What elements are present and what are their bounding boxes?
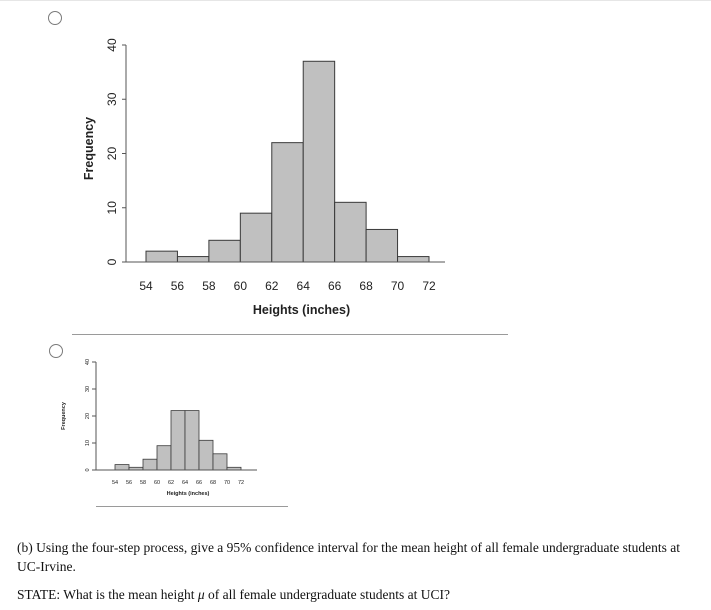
chart2-bar-68	[212, 453, 228, 471]
histogram-option-2: 0 10 20 30 40 Frequency 54 56 58 60 62 64 66 68 70 72 He…	[61, 359, 257, 497]
chart2-x-tick-label: 54	[112, 480, 118, 486]
chart2-bar-64	[184, 410, 200, 471]
state-text-after: of all female undergraduate students at …	[204, 587, 450, 602]
option-2-radio[interactable]	[49, 344, 63, 358]
chart1-y-tick-label: 30	[105, 92, 119, 106]
chart1-x-tick-label: 72	[422, 279, 436, 293]
chart2-bar-62	[170, 410, 186, 471]
chart1-y-tick-label: 40	[105, 38, 119, 52]
chart2-x-tick-label: 58	[140, 480, 146, 486]
chart2-x-axis-title: Heights (inches)	[167, 491, 210, 497]
chart1-x-axis-title: Heights (inches)	[253, 303, 350, 317]
chart1-x-tick-label: 62	[265, 279, 279, 293]
chart2-x-tick-label: 64	[182, 480, 188, 486]
chart2-x-tick-label: 62	[168, 480, 174, 486]
chart1-bar-60	[239, 212, 273, 263]
chart1-x-tick-label: 68	[359, 279, 373, 293]
chart1-x-tick-label: 70	[391, 279, 405, 293]
chart2-y-axis-title: Frequency	[61, 401, 67, 430]
chart1-x-tick-label: 58	[202, 279, 216, 293]
state-text-before: STATE: What is the mean height	[17, 587, 198, 602]
chart2-bar-54	[114, 464, 130, 471]
chart2-bar-60	[156, 445, 172, 471]
chart2-x-tick-label: 56	[126, 480, 132, 486]
chart1-x-tick-label: 56	[171, 279, 185, 293]
option-2-divider	[96, 506, 288, 507]
histogram-option-1: 0 10 20 30 40 Frequency 54 56 58 60 62 64 66 68 70 72 He…	[82, 38, 445, 317]
chart2-x-tick-label: 60	[154, 480, 160, 486]
chart1-bar-62	[271, 142, 304, 263]
chart1-x-tick-label: 54	[139, 279, 153, 293]
chart1-x-tick-label: 64	[297, 279, 311, 293]
chart1-y-tick-label: 10	[105, 201, 119, 215]
chart1-x-tick-label: 66	[328, 279, 342, 293]
chart1-y-axis-title: Frequency	[82, 117, 96, 180]
chart1-bar-64	[302, 60, 336, 263]
question-prompt: (b) Using the four-step process, give a …	[17, 540, 680, 574]
chart2-x-tick-label: 70	[224, 480, 230, 486]
chart2-bar-58	[142, 458, 158, 471]
top-rule	[0, 0, 711, 1]
chart1-y-tick-label: 0	[105, 258, 119, 265]
chart2-x-tick-label: 68	[210, 480, 216, 486]
chart2-bar-66	[198, 439, 214, 471]
state-question: STATE: What is the mean height μ of all …	[17, 585, 697, 604]
chart1-x-tick-label: 60	[234, 279, 248, 293]
chart2-y-tick-label: 10	[85, 440, 91, 446]
option-1-divider	[72, 334, 508, 335]
chart2-y-tick-label: 30	[85, 386, 91, 392]
chart2-y-tick-label: 20	[85, 413, 91, 419]
chart2-x-tick-label: 72	[238, 480, 244, 486]
mu-symbol: μ	[197, 587, 205, 602]
chart1-y-tick-label: 20	[105, 147, 119, 161]
chart2-y-tick-label: 40	[85, 359, 91, 365]
chart2-y-tick-label: 0	[85, 468, 91, 471]
option-1-radio[interactable]	[48, 11, 62, 25]
chart2-x-tick-label: 66	[196, 480, 202, 486]
